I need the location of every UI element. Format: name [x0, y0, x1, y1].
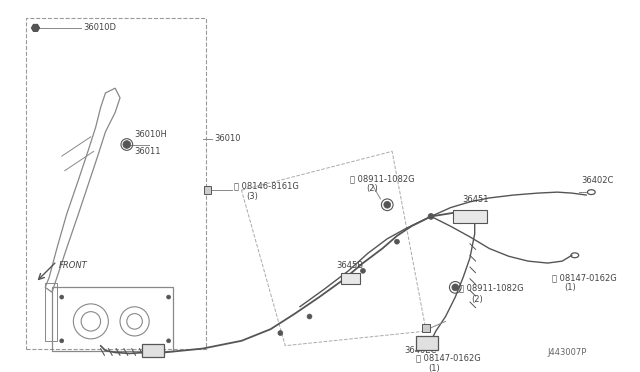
Text: Ⓝ 08911-1082G: Ⓝ 08911-1082G	[459, 283, 524, 292]
Bar	[340, 273, 360, 285]
Circle shape	[123, 141, 131, 148]
Bar	[52, 287, 173, 350]
Bar	[453, 209, 487, 223]
Circle shape	[307, 314, 312, 319]
Bar	[26, 18, 205, 349]
Text: 36402C: 36402C	[582, 176, 614, 185]
Circle shape	[360, 269, 365, 273]
Text: (2): (2)	[471, 295, 483, 304]
Text: (1): (1)	[564, 283, 576, 292]
Circle shape	[428, 214, 434, 219]
Text: 3640EC: 3640EC	[404, 346, 437, 355]
Text: (3): (3)	[246, 192, 258, 201]
Circle shape	[394, 239, 399, 244]
Text: 36010H: 36010H	[134, 130, 168, 139]
Circle shape	[166, 295, 170, 299]
Text: 36010: 36010	[214, 134, 241, 143]
Text: Ⓑ 08147-0162G: Ⓑ 08147-0162G	[552, 273, 617, 282]
Text: Ⓑ 08146-8161G: Ⓑ 08146-8161G	[234, 182, 299, 191]
Polygon shape	[31, 25, 40, 31]
Circle shape	[166, 339, 170, 343]
Text: 36010D: 36010D	[83, 23, 116, 32]
Bar	[142, 344, 164, 357]
Bar	[417, 336, 438, 350]
Circle shape	[452, 284, 459, 291]
Text: (2): (2)	[366, 184, 378, 193]
Text: 3645B: 3645B	[337, 260, 364, 269]
Text: J443007P: J443007P	[547, 348, 586, 357]
Circle shape	[278, 331, 283, 336]
Text: (1): (1)	[428, 363, 440, 372]
Bar	[45, 282, 57, 341]
Text: Ⓑ 08147-0162G: Ⓑ 08147-0162G	[417, 354, 481, 363]
Text: 36451: 36451	[462, 195, 488, 204]
Circle shape	[60, 339, 63, 343]
Text: FRONT: FRONT	[59, 260, 88, 269]
Bar	[422, 324, 430, 332]
Circle shape	[384, 201, 390, 208]
Text: 36011: 36011	[134, 147, 161, 156]
Text: Ⓝ 08911-1082G: Ⓝ 08911-1082G	[350, 174, 415, 183]
Bar	[204, 186, 211, 194]
Circle shape	[60, 295, 63, 299]
